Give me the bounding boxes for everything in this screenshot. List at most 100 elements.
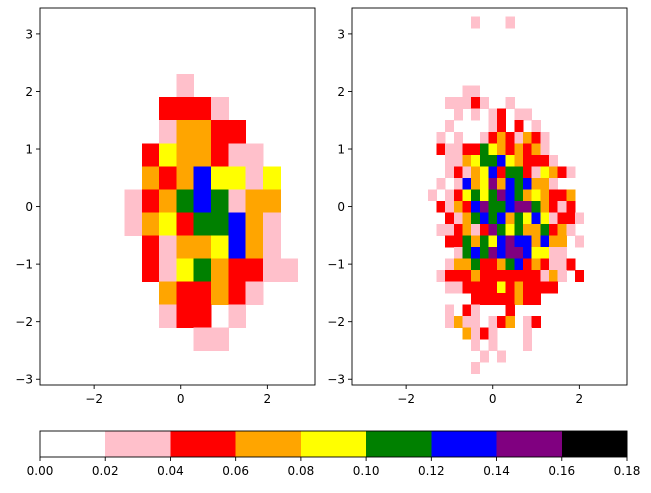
heatmap-cell [462,177,472,190]
heatmap-cell [436,269,446,282]
heatmap-cell [453,212,463,225]
heatmap-cell [566,258,576,271]
heatmap-cell [523,154,533,167]
heatmap-cell [245,189,264,213]
heatmap-cell [514,246,524,259]
heatmap-cell [471,304,481,317]
heatmap-cell [566,212,576,225]
heatmap-cell [471,97,481,110]
heatmap-cell [462,200,472,213]
heatmap-cell [159,304,177,328]
heatmap-cell [531,235,541,248]
heatmap-cell [462,189,472,202]
heatmap-cell [497,120,507,133]
heatmap-cell [557,223,567,236]
heatmap-cell [497,315,507,328]
heatmap-cell [549,212,559,225]
heatmap-cell [488,131,498,144]
heatmap-cell [540,281,550,294]
heatmap-cell [471,258,481,271]
heatmap-cell [445,120,455,133]
heatmap-cell [453,97,463,110]
heatmap-cell [488,315,498,328]
heatmap-cell [228,143,247,167]
heatmap-cell [245,143,264,167]
heatmap-cell [497,246,507,259]
heatmap-cell [453,143,463,156]
heatmap-cell [471,246,481,259]
heatmap-cell [453,235,463,248]
heatmap-cell [523,189,533,202]
heatmap-cell [263,166,281,190]
heatmap-cell [159,235,177,259]
heatmap-cell [488,223,498,236]
heatmap-cell [531,269,541,282]
heatmap-cell [566,166,576,179]
heatmap-cell [497,108,507,121]
heatmap-cell [505,246,515,259]
heatmap-cell [505,177,515,190]
heatmap-cell [540,235,550,248]
heatmap-cell [471,269,481,282]
heatmap-cell [549,154,559,167]
heatmap-cell [479,269,489,282]
colorbar-frame [39,430,628,458]
heatmap-cell [531,292,541,305]
heatmap-cell [531,189,541,202]
y-tick-label: −2 [15,315,33,329]
heatmap-cell [159,143,177,167]
heatmap-cell [436,131,446,144]
heatmap-cell [514,143,524,156]
heatmap-cell [471,154,481,167]
heatmap-cell [540,212,550,225]
heatmap-cell [453,200,463,213]
heatmap-cell [505,258,515,271]
heatmap-cell [228,304,247,328]
heatmap-cell [211,143,229,167]
heatmap-cell [211,97,229,121]
y-tick-label: 3 [25,27,33,41]
heatmap-cell [141,189,160,213]
heatmap-cell [497,154,507,167]
heatmap-cell [549,177,559,190]
heatmap-cell [445,97,455,110]
heatmap-cell [462,281,472,294]
heatmap-cell [531,258,541,271]
heatmap-cell [176,304,195,328]
heatmap-cell [176,74,195,98]
heatmap-cell [488,177,498,190]
heatmap-cell [479,166,489,179]
heatmap-cell [488,327,498,340]
heatmap-cell [471,292,481,305]
heatmap-cell [479,189,489,202]
heatmap-cell [263,258,281,282]
heatmap-cell [514,120,524,133]
heatmap-cell [453,177,463,190]
heatmap-cell [505,212,515,225]
y-tick-label: 0 [25,200,33,214]
heatmap-cell [211,258,229,282]
heatmap-cell [505,223,515,236]
heatmap-cell [176,97,195,121]
heatmap-cell [488,292,498,305]
heatmap-cell [445,315,455,328]
heatmap-cell [488,212,498,225]
heatmap-cell [471,177,481,190]
heatmap-cell [211,235,229,259]
heatmap-cell [549,258,559,271]
heatmap-cell [488,108,498,121]
colorbar-tick-label: 0.06 [222,464,249,478]
heatmap-cell [462,235,472,248]
heatmap-cell [540,269,550,282]
heatmap-cell [228,189,247,213]
colorbar-segment [561,431,628,457]
heatmap-cell [523,292,533,305]
axes-frame [39,7,316,386]
heatmap-cell [488,281,498,294]
heatmap-cell [479,235,489,248]
heatmap-cell [479,281,489,294]
heatmap-cell [471,338,481,351]
y-tick-label: −2 [327,315,345,329]
heatmap-cell [462,315,472,328]
heatmap-cell [462,223,472,236]
